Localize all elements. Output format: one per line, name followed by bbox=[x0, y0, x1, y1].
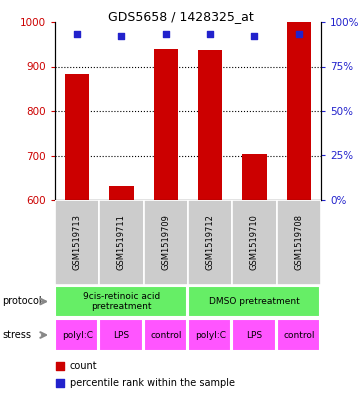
Bar bbox=[65, 73, 90, 200]
Bar bbox=[287, 22, 311, 200]
Text: GSM1519713: GSM1519713 bbox=[73, 215, 82, 270]
Text: percentile rank within the sample: percentile rank within the sample bbox=[70, 378, 235, 387]
Text: GSM1519708: GSM1519708 bbox=[294, 215, 303, 270]
Bar bbox=[232, 319, 276, 351]
Point bbox=[163, 31, 169, 38]
Point bbox=[296, 31, 302, 38]
Bar bbox=[99, 319, 143, 351]
Text: GSM1519712: GSM1519712 bbox=[206, 215, 215, 270]
Bar bbox=[55, 319, 98, 351]
Text: polyI:C: polyI:C bbox=[62, 331, 93, 340]
Text: LPS: LPS bbox=[247, 331, 262, 340]
Point bbox=[57, 380, 63, 386]
Text: protocol: protocol bbox=[2, 296, 42, 307]
Bar bbox=[55, 286, 187, 317]
Point bbox=[57, 363, 63, 369]
Bar bbox=[109, 186, 134, 200]
Text: DMSO pretreatment: DMSO pretreatment bbox=[209, 297, 300, 306]
Point bbox=[207, 31, 213, 38]
Text: GSM1519711: GSM1519711 bbox=[117, 215, 126, 270]
Bar bbox=[242, 154, 267, 200]
Text: control: control bbox=[150, 331, 182, 340]
Bar bbox=[144, 200, 188, 285]
Bar bbox=[188, 286, 320, 317]
Point bbox=[74, 31, 80, 38]
Bar bbox=[99, 200, 144, 285]
Bar bbox=[144, 319, 187, 351]
Text: GDS5658 / 1428325_at: GDS5658 / 1428325_at bbox=[108, 10, 253, 23]
Text: control: control bbox=[283, 331, 314, 340]
Bar bbox=[188, 319, 231, 351]
Point bbox=[119, 33, 125, 39]
Text: 9cis-retinoic acid
pretreatment: 9cis-retinoic acid pretreatment bbox=[83, 292, 160, 311]
Bar bbox=[198, 50, 222, 200]
Bar bbox=[55, 200, 99, 285]
Bar bbox=[154, 49, 178, 200]
Bar bbox=[277, 200, 321, 285]
Bar bbox=[232, 200, 277, 285]
Bar bbox=[277, 319, 320, 351]
Text: stress: stress bbox=[2, 330, 31, 340]
Text: LPS: LPS bbox=[113, 331, 130, 340]
Text: GSM1519710: GSM1519710 bbox=[250, 215, 259, 270]
Bar bbox=[188, 200, 232, 285]
Text: GSM1519709: GSM1519709 bbox=[161, 215, 170, 270]
Text: polyI:C: polyI:C bbox=[195, 331, 226, 340]
Text: count: count bbox=[70, 361, 97, 371]
Point bbox=[252, 33, 257, 39]
